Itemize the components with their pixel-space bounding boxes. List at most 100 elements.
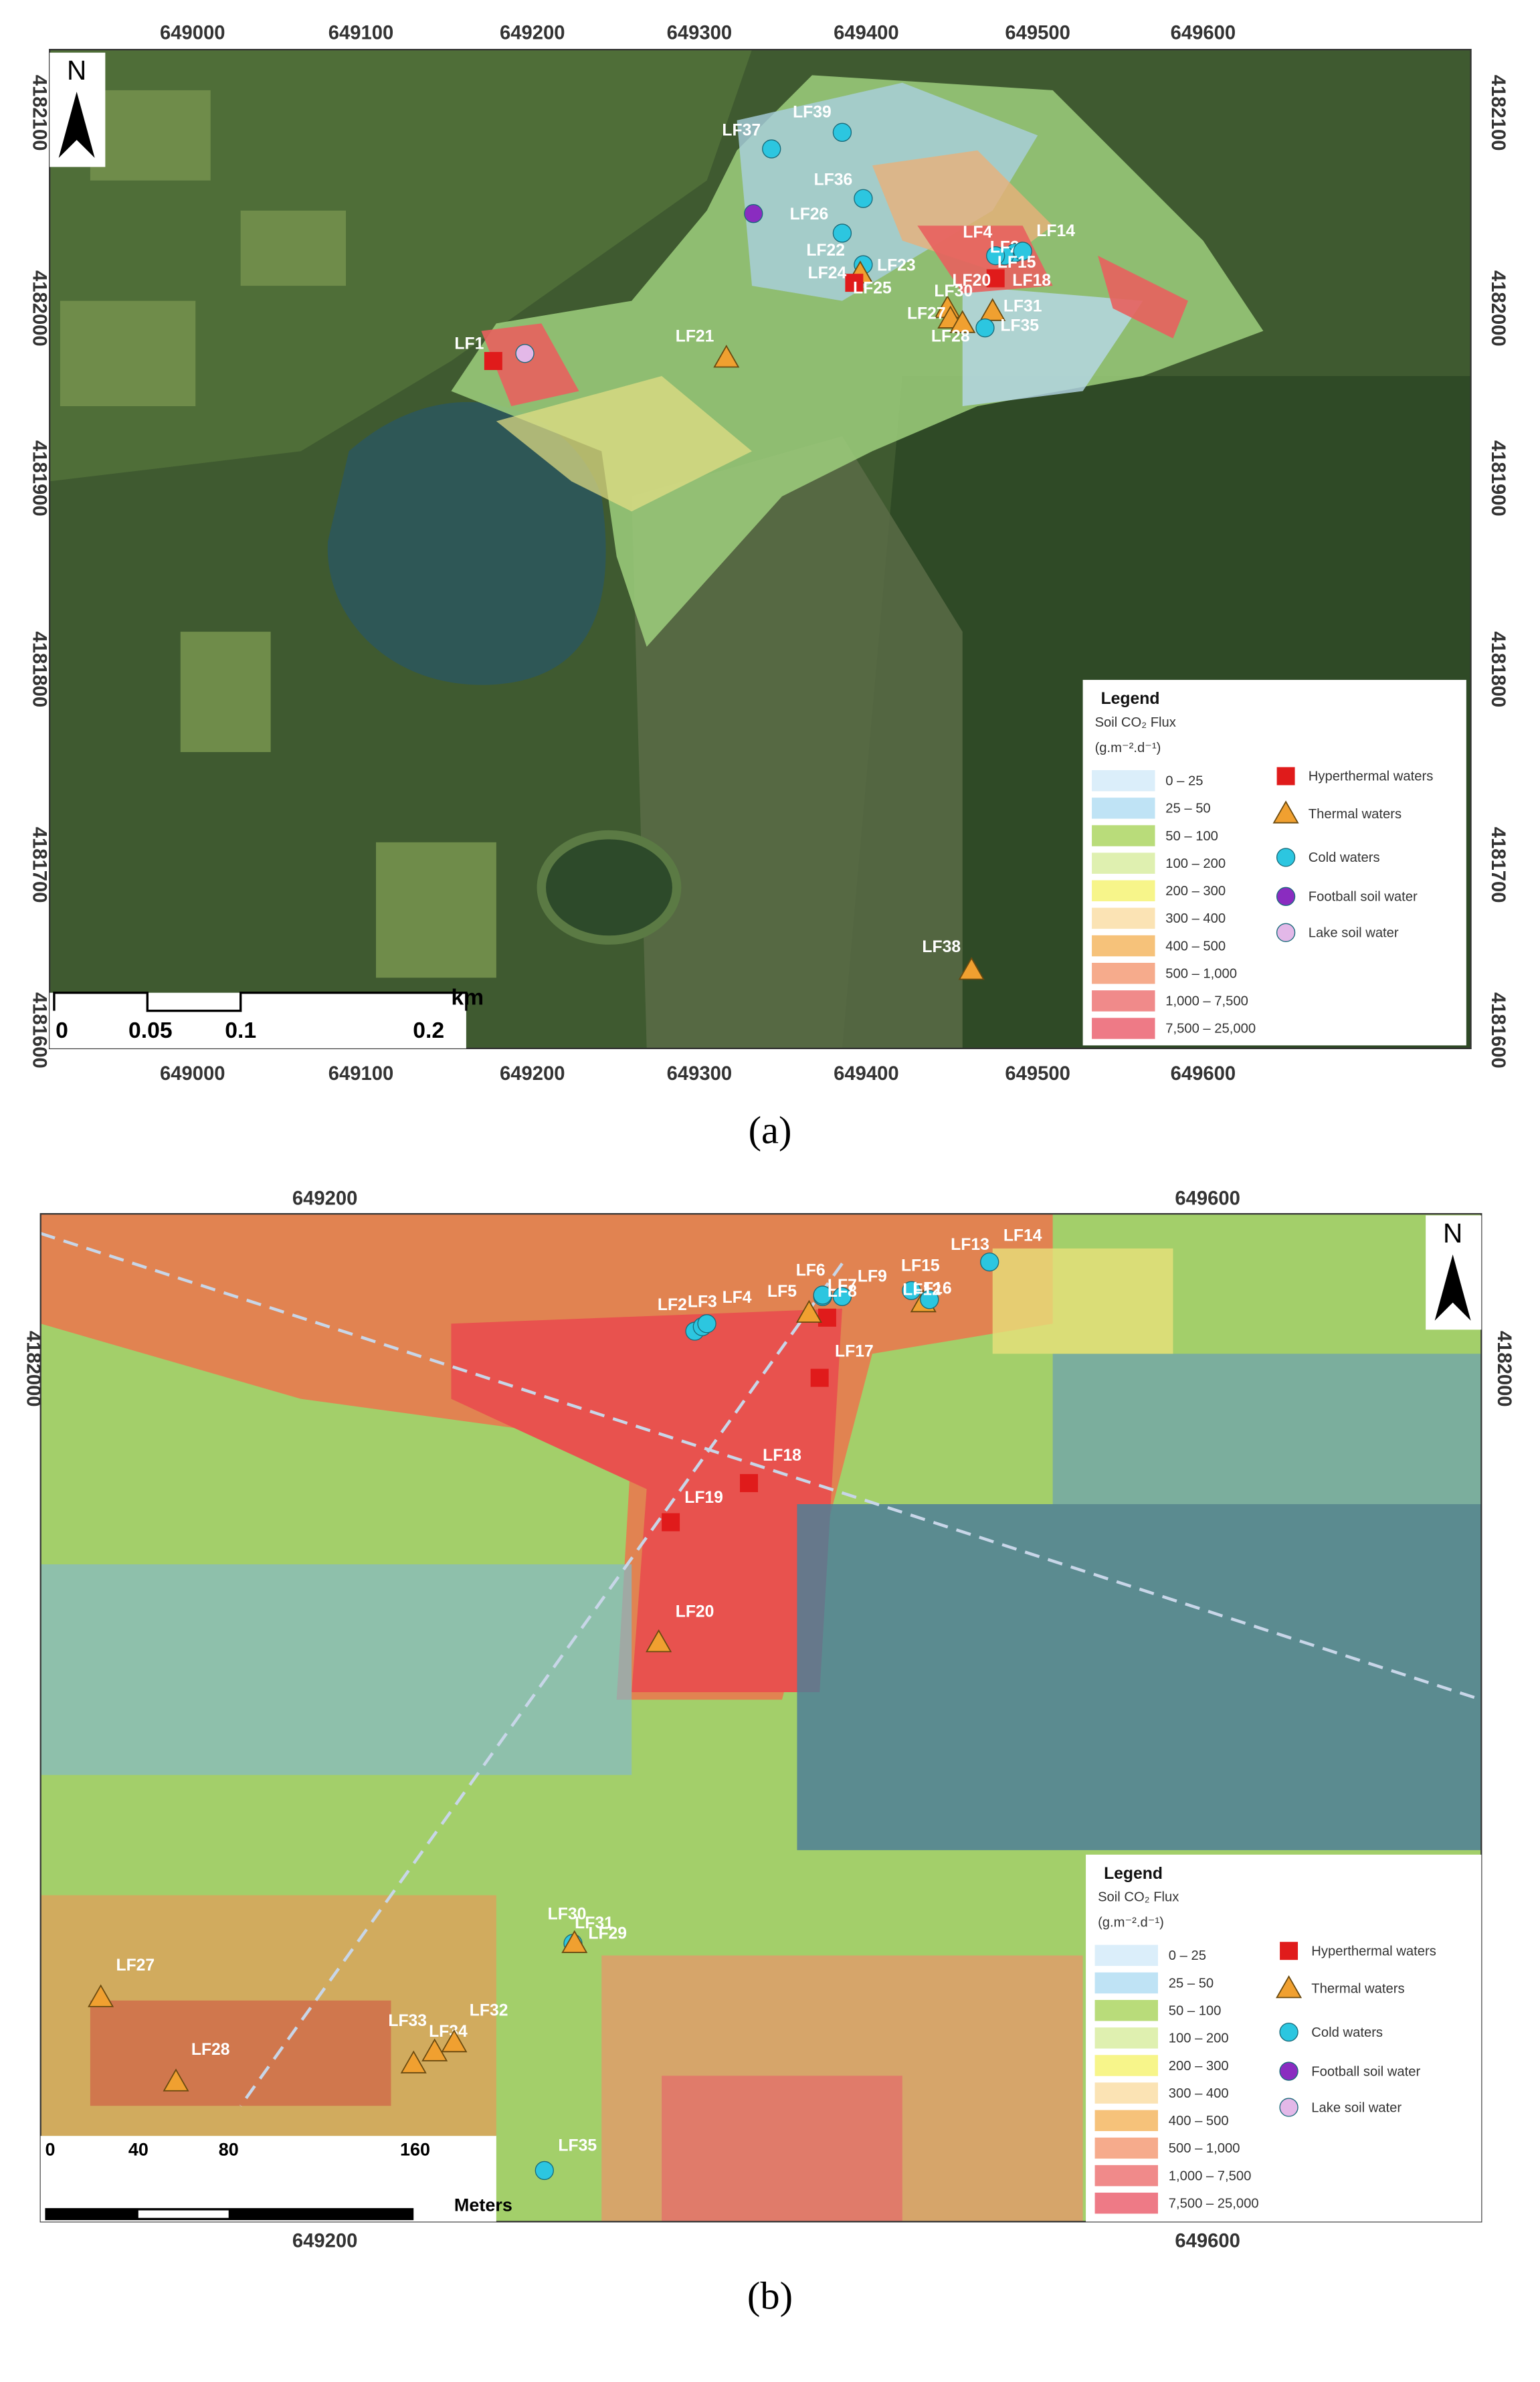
x-tick-label: 649100 (328, 22, 394, 43)
hyperthermal-marker (810, 1368, 829, 1387)
thermal-marker (646, 1629, 672, 1653)
x-tick-label: 649400 (834, 1063, 899, 1085)
site-label: LF27 (116, 1956, 155, 1975)
legend-point-label: Thermal waters (1309, 807, 1402, 822)
map-a-frame (49, 49, 1472, 1050)
legend-point-label: Football soil water (1311, 2064, 1420, 2079)
y-tick-label: 4181700 (28, 827, 50, 903)
hyperthermal-marker (817, 1308, 836, 1327)
legend-class-label: 500 – 1,000 (1169, 2141, 1240, 2156)
north-arrow (58, 92, 95, 159)
hyperthermal-marker (845, 274, 864, 292)
legend-swatch (1094, 2055, 1158, 2076)
site-label: LF6 (796, 1261, 826, 1279)
thermal-marker (561, 1930, 588, 1953)
lake-marker (1279, 2098, 1298, 2117)
legend-swatch (1092, 1018, 1155, 1039)
x-tick-label: 649300 (667, 22, 733, 43)
panel-caption: (b) (747, 2274, 793, 2318)
legend-swatch (1094, 2137, 1158, 2159)
cold-marker (813, 1285, 832, 1305)
site-label: LF18 (1012, 272, 1051, 290)
hyperthermal-marker (986, 269, 1005, 288)
thermal-marker (1276, 1975, 1303, 1999)
hyperthermal-marker (1280, 1942, 1298, 1960)
site-label: LF1 (454, 335, 484, 353)
lake-marker (515, 344, 535, 363)
cold-marker (1276, 848, 1296, 867)
legend-class-label: 0 – 25 (1165, 773, 1203, 788)
site-label: LF24 (808, 264, 847, 282)
site-label: LF15 (901, 1257, 940, 1275)
thermal-marker (88, 1984, 114, 2007)
legend-point-label: Lake soil water (1311, 2100, 1402, 2115)
legend-title: Legend (1101, 690, 1160, 708)
hyperthermal-marker (1276, 767, 1295, 786)
north-label: N (67, 55, 86, 86)
y-tick-label: 4181600 (1487, 992, 1509, 1069)
x-tick-label: 649000 (160, 22, 225, 43)
y-tick-label: 4182100 (28, 75, 50, 151)
x-tick-label: 649600 (1175, 2231, 1240, 2252)
site-label: LF35 (1000, 317, 1039, 335)
legend-flux-unit: (g.m⁻².d⁻¹) (1098, 1916, 1164, 1930)
x-tick-label: 649300 (667, 1063, 733, 1085)
site-label: LF29 (588, 1925, 627, 1943)
football-marker (744, 204, 763, 223)
y-tick-label: 4181800 (28, 631, 50, 707)
legend-swatch (1094, 1944, 1158, 1966)
football-marker (1279, 2062, 1298, 2081)
site-label: LF20 (676, 1603, 714, 1621)
scale-bar-box (50, 992, 466, 1048)
scale-bar (53, 992, 468, 1012)
cold-marker (762, 139, 781, 159)
scale-bar (45, 2208, 414, 2221)
legend-swatch (1094, 2082, 1158, 2104)
cold-marker (986, 246, 1005, 266)
x-tick-label: 649400 (834, 22, 899, 43)
legend-swatch (1094, 2027, 1158, 2049)
legend-class-label: 7,500 – 25,000 (1165, 1022, 1256, 1036)
thermal-marker (958, 957, 985, 980)
y-tick-label: 4182000 (28, 270, 50, 347)
site-label: LF39 (793, 103, 832, 121)
site-label: LF25 (853, 279, 892, 297)
scale-bar-label: 0.05 (128, 1018, 173, 1043)
cold-marker (920, 1290, 939, 1309)
panel-b: 649200 649200 649600 649600 4182000 4182000 N L… (22, 1188, 1515, 2318)
legend-swatch (1092, 798, 1155, 819)
hyperthermal-marker (662, 1513, 680, 1532)
cold-marker (832, 1287, 852, 1306)
legend-swatch (1092, 825, 1155, 846)
legend-class-label: 400 – 500 (1169, 2114, 1229, 2128)
site-label: LF12 (902, 1281, 941, 1299)
y-tick-label: 4182000 (1493, 1331, 1515, 1407)
cold-marker (854, 189, 873, 208)
legend-swatch (1094, 2165, 1158, 2187)
legend-class-label: 1,000 – 7,500 (1169, 2169, 1252, 2183)
site-label: LF13 (951, 1236, 989, 1254)
legend-swatch (1094, 1999, 1158, 2021)
site-label: LF3 (688, 1293, 717, 1311)
legend-swatch (1094, 1972, 1158, 1994)
legend-class-label: 7,500 – 25,000 (1169, 2196, 1259, 2211)
football-marker (1276, 887, 1296, 906)
legend-swatch (1092, 880, 1155, 902)
legend-swatch (1092, 990, 1155, 1012)
north-arrow (1434, 1254, 1471, 1321)
thermal-marker (713, 345, 740, 368)
site-label: LF22 (806, 242, 845, 260)
thermal-marker (421, 2038, 448, 2062)
site-label: LF18 (763, 1447, 801, 1465)
y-tick-label: 4182000 (1487, 270, 1509, 347)
legend-class-label: 200 – 300 (1169, 2059, 1229, 2074)
scale-bar-label: 0.2 (413, 1018, 444, 1043)
site-label: LF31 (1003, 297, 1042, 315)
legend-class-label: 50 – 100 (1165, 829, 1218, 844)
map-b-imagery (40, 1214, 1482, 2222)
site-label: LF31 (575, 1914, 613, 1932)
site-label: LF30 (934, 282, 973, 300)
site-label: LF4 (963, 223, 992, 242)
